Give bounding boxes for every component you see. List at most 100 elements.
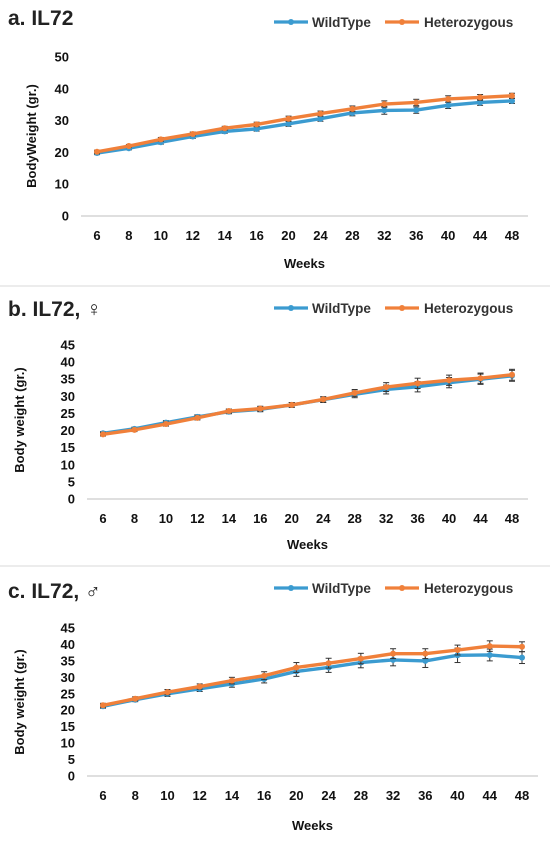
data-point-heterozygous <box>221 125 228 132</box>
x-tick-label: 40 <box>441 228 455 243</box>
data-point-heterozygous <box>486 643 493 650</box>
y-tick-label: 10 <box>61 736 75 751</box>
data-point-heterozygous <box>100 431 106 438</box>
y-tick-label: 30 <box>55 113 69 128</box>
x-tick-label: 28 <box>347 511 361 526</box>
data-point-heterozygous <box>383 384 390 391</box>
legend-marker <box>399 585 405 591</box>
data-point-heterozygous <box>381 101 388 108</box>
x-tick-label: 48 <box>505 511 519 526</box>
data-point-wildtype <box>519 654 525 661</box>
data-point-wildtype <box>477 99 484 106</box>
data-point-wildtype <box>422 657 429 664</box>
x-tick-label: 16 <box>249 228 263 243</box>
x-tick-label: 24 <box>313 228 328 243</box>
x-tick-label: 24 <box>316 511 331 526</box>
data-point-wildtype <box>253 125 260 132</box>
data-point-heterozygous <box>414 380 421 387</box>
y-tick-label: 50 <box>55 50 69 65</box>
data-point-heterozygous <box>477 94 484 101</box>
y-tick-label: 5 <box>68 752 75 767</box>
x-tick-label: 40 <box>442 511 456 526</box>
data-point-heterozygous <box>413 99 420 106</box>
y-tick-label: 10 <box>55 177 69 192</box>
x-tick-label: 14 <box>222 511 237 526</box>
data-point-heterozygous <box>509 92 515 99</box>
data-point-heterozygous <box>131 426 138 433</box>
data-point-heterozygous <box>317 110 324 117</box>
x-tick-label: 6 <box>99 511 106 526</box>
data-point-heterozygous <box>253 121 260 128</box>
data-point-wildtype <box>413 107 420 114</box>
data-point-heterozygous <box>320 396 327 403</box>
chart-panel: c. IL72, ♂ WildType Heterozygous0510152025… <box>8 580 538 833</box>
y-tick-label: 30 <box>61 389 75 404</box>
legend-label: Heterozygous <box>424 301 513 316</box>
legend-label: WildType <box>312 301 371 316</box>
chart-panel: b. IL72, ♀ WildType Heterozygous 0 5 10 15 20 25… <box>8 298 528 552</box>
data-point-heterozygous <box>125 143 132 150</box>
data-point-heterozygous <box>194 414 201 421</box>
data-point-heterozygous <box>189 130 196 137</box>
y-tick-label: 40 <box>61 355 75 370</box>
data-point-wildtype <box>317 115 324 122</box>
y-tick-label: 40 <box>55 81 69 96</box>
data-point-heterozygous <box>390 650 397 657</box>
data-point-heterozygous <box>285 115 292 122</box>
x-tick-label: 20 <box>289 788 303 803</box>
x-tick-label: 20 <box>285 511 299 526</box>
data-point-heterozygous <box>196 683 203 690</box>
y-tick-label: 20 <box>61 703 75 718</box>
chart-title: a. IL72 <box>8 7 73 30</box>
y-tick-label: 40 <box>61 637 75 652</box>
x-tick-label: 14 <box>225 788 240 803</box>
data-point-heterozygous <box>293 664 300 671</box>
data-point-heterozygous <box>351 389 358 396</box>
x-tick-label: 36 <box>410 511 424 526</box>
data-point-heterozygous <box>477 375 484 382</box>
data-point-heterozygous <box>94 148 100 155</box>
data-point-heterozygous <box>228 677 235 684</box>
x-tick-label: 28 <box>354 788 368 803</box>
data-point-heterozygous <box>132 695 139 702</box>
x-tick-label: 40 <box>450 788 464 803</box>
legend-marker <box>288 305 294 311</box>
y-tick-label: 20 <box>55 145 69 160</box>
data-point-wildtype <box>285 120 292 127</box>
y-tick-label: 0 <box>62 209 69 224</box>
legend-marker <box>399 19 405 25</box>
legend-label: Heterozygous <box>424 581 513 596</box>
x-tick-label: 14 <box>217 228 232 243</box>
data-point-heterozygous <box>454 647 461 654</box>
data-point-heterozygous <box>164 689 171 696</box>
legend-marker <box>399 305 405 311</box>
chart-panel: a. IL72 WildType Heterozygous 0 10 20 30 40 50 6 8… <box>8 7 528 271</box>
x-tick-label: 48 <box>505 228 519 243</box>
data-point-heterozygous <box>445 95 452 102</box>
x-tick-label: 8 <box>125 228 132 243</box>
data-point-heterozygous <box>357 655 364 662</box>
x-tick-label: 44 <box>483 788 498 803</box>
x-tick-label: 32 <box>379 511 393 526</box>
y-tick-label: 45 <box>61 621 75 636</box>
x-tick-label: 32 <box>386 788 400 803</box>
y-tick-label: 15 <box>61 719 75 734</box>
x-tick-label: 16 <box>257 788 271 803</box>
x-tick-label: 10 <box>154 228 168 243</box>
x-tick-label: 12 <box>186 228 200 243</box>
data-point-heterozygous <box>288 401 295 408</box>
data-point-heterozygous <box>509 371 515 378</box>
chart-title: b. IL72, ♀ <box>8 298 102 321</box>
y-tick-label: 20 <box>61 423 75 438</box>
x-tick-label: 28 <box>345 228 359 243</box>
x-tick-label: 32 <box>377 228 391 243</box>
x-axis-label: Weeks <box>292 818 333 833</box>
data-point-heterozygous <box>519 643 525 650</box>
x-tick-label: 8 <box>132 788 139 803</box>
data-point-heterozygous <box>446 377 453 384</box>
data-point-wildtype <box>509 97 515 104</box>
legend-marker <box>288 585 294 591</box>
legend-marker <box>288 19 294 25</box>
series-line-heterozygous <box>102 644 523 707</box>
